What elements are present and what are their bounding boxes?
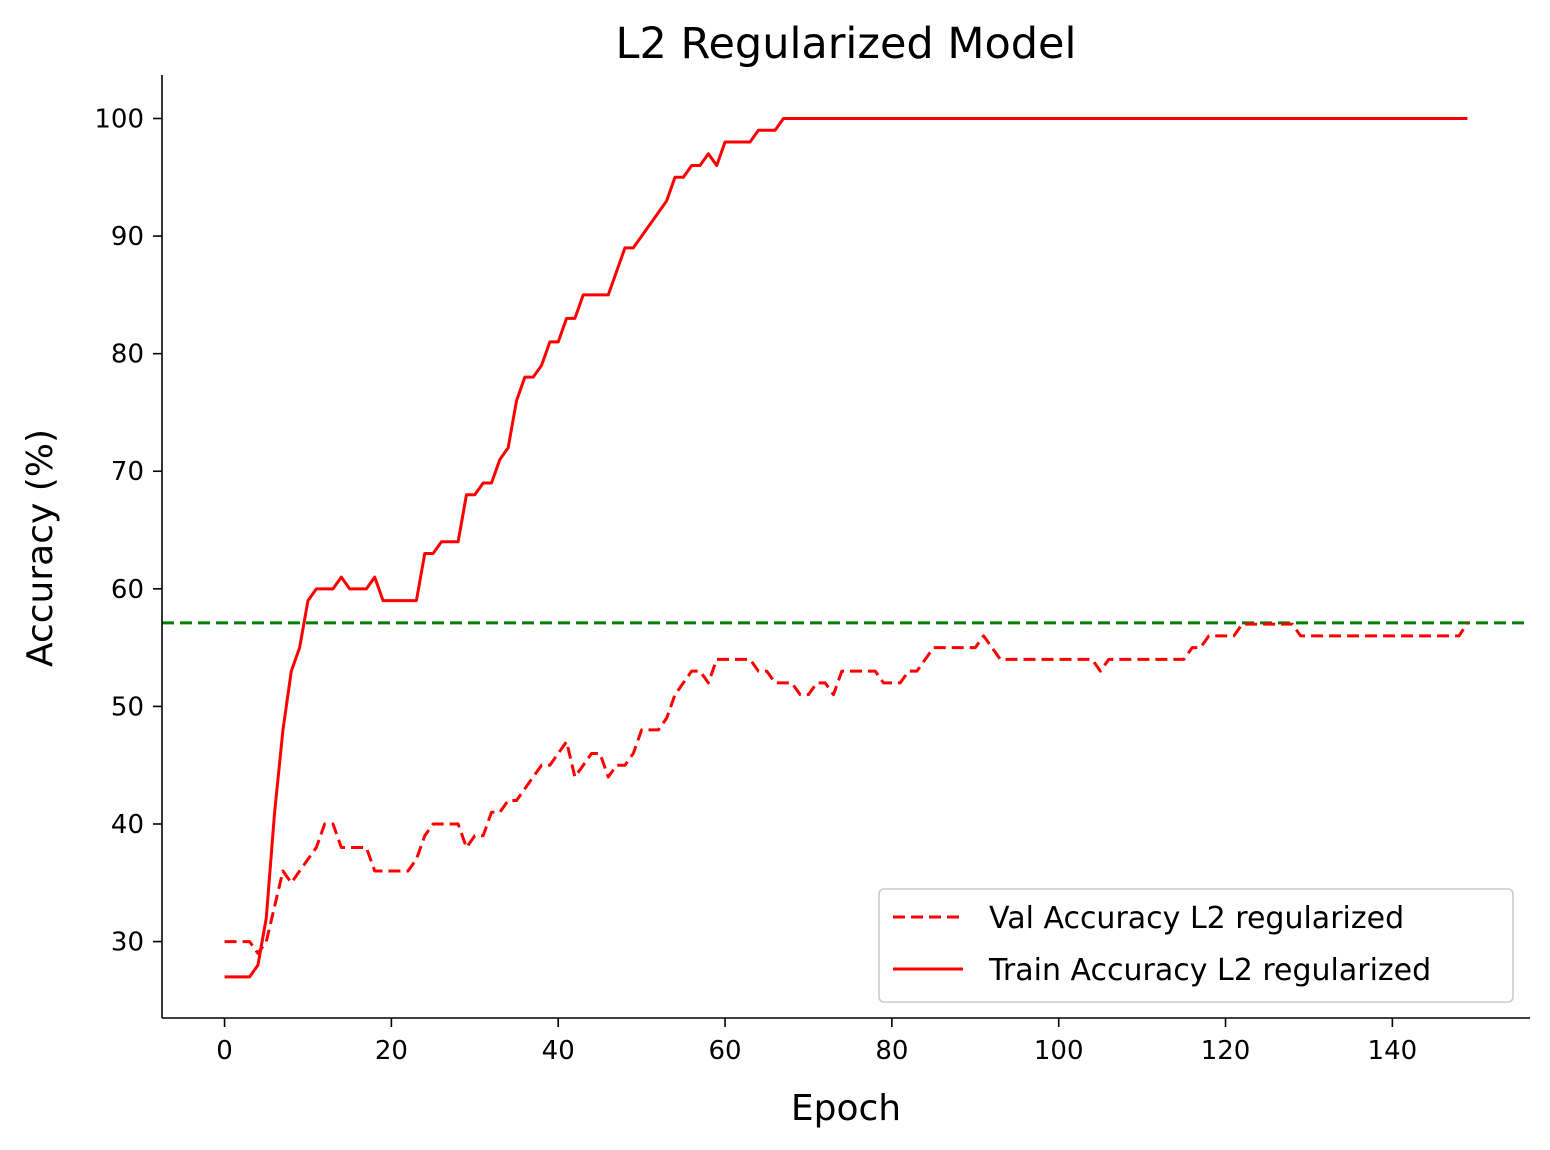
legend-label-val: Val Accuracy L2 regularized	[989, 901, 1404, 936]
x-axis-title: Epoch	[791, 1088, 901, 1129]
y-tick-label: 90	[111, 222, 144, 252]
x-tick-label: 80	[875, 1036, 908, 1066]
train-accuracy-line	[224, 117, 1468, 979]
x-tick-label: 0	[216, 1036, 233, 1066]
y-tick-label: 30	[111, 928, 144, 958]
y-tick-label: 80	[111, 340, 144, 370]
chart-title: L2 Regularized Model	[616, 19, 1077, 69]
legend-box	[878, 888, 1514, 1003]
y-axis-title: Accuracy (%)	[20, 429, 61, 667]
y-tick-label: 70	[111, 457, 144, 487]
y-tick-label: 40	[111, 810, 144, 840]
y-tick-label: 100	[94, 105, 144, 135]
x-tick-label: 20	[375, 1036, 408, 1066]
x-tick-label: 40	[542, 1036, 575, 1066]
legend: Val Accuracy L2 regularized Train Accura…	[878, 888, 1514, 1003]
y-tick-label: 50	[111, 692, 144, 722]
x-tick-label: 100	[1034, 1036, 1084, 1066]
x-tick-label: 120	[1201, 1036, 1251, 1066]
x-tick-label: 140	[1368, 1036, 1418, 1066]
y-tick-label: 60	[111, 575, 144, 605]
legend-label-train: Train Accuracy L2 regularized	[988, 953, 1431, 988]
x-tick-label: 60	[709, 1036, 742, 1066]
